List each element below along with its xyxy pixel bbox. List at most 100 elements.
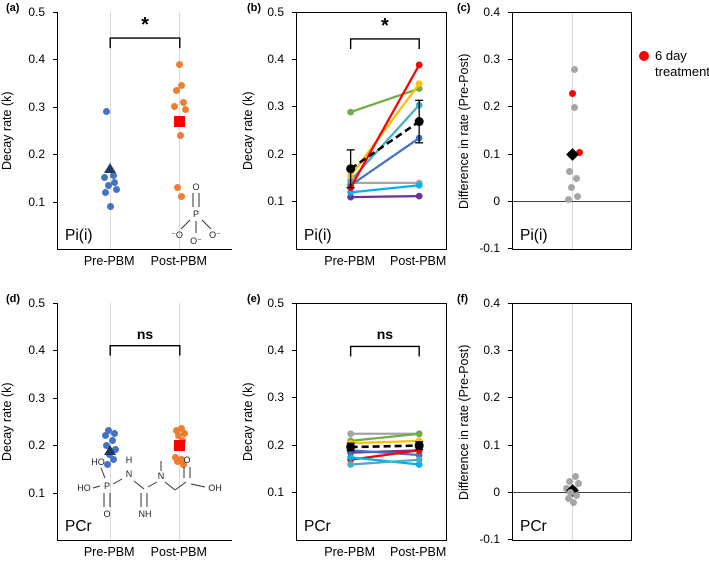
- y-tick-mark: [508, 59, 512, 61]
- panel-f: (f) Difference in rate (Pre-Post) 0.4 0.3…: [455, 288, 709, 578]
- gridline: [571, 304, 573, 540]
- plot-area: PCr ns HO HO P O H N NH N O OH: [57, 303, 232, 541]
- data-point: [103, 460, 111, 468]
- plot-canvas: [513, 13, 631, 249]
- significance-bracket: [109, 37, 181, 49]
- subject-line: [350, 137, 420, 187]
- y-axis-title: Decay rate (k): [0, 382, 14, 462]
- y-tick-mark: [508, 106, 512, 108]
- data-point: [565, 167, 573, 175]
- y-tick-label: 0.2: [483, 390, 500, 405]
- legend-label: 6 day treatment: [655, 48, 709, 80]
- plot-canvas: [346, 38, 424, 201]
- data-point: [562, 484, 570, 492]
- metabolite-label: PCr: [304, 518, 331, 535]
- y-axis-ticks: 0.5 0.4 0.3 0.2 0.1: [256, 296, 296, 541]
- bond: [92, 485, 101, 489]
- phosphate-structure-icon: O P ⁻O O⁻ O⁻: [171, 182, 221, 246]
- atom-label: P: [104, 481, 110, 491]
- x-axis-labels: Pre-PBM Post-PBM: [296, 545, 447, 565]
- panel-d: (d) Decay rate (k) 0.5 0.4 0.3 0.2 0.1 PCr n…: [0, 288, 245, 578]
- x-category-label: Post-PBM: [150, 254, 207, 268]
- gridline: [179, 303, 181, 540]
- y-tick-label: 0.3: [483, 343, 500, 358]
- atom-label: N: [158, 471, 165, 481]
- panel-letter: (d): [6, 293, 21, 305]
- x-category-label: Pre-PBM: [83, 254, 135, 268]
- subject-line: [349, 64, 421, 189]
- atom-label: HO: [91, 457, 105, 467]
- data-point: [178, 425, 186, 433]
- plot-canvas: [109, 37, 181, 49]
- data-point: [178, 455, 186, 463]
- plot-area: Pi(i) * O P ⁻O O⁻ O⁻: [57, 12, 232, 250]
- data-point: [104, 181, 112, 189]
- subject-point: [415, 80, 423, 88]
- y-tick-label: 0.5: [28, 296, 45, 310]
- y-tick-mark: [292, 153, 296, 155]
- y-tick-mark: [508, 539, 512, 540]
- data-point: [108, 436, 116, 444]
- subject-line: [350, 456, 420, 466]
- y-tick-label: 0.5: [267, 5, 284, 19]
- data-point: [180, 98, 188, 106]
- y-tick-mark: [292, 12, 296, 13]
- x-category-label: Pre-PBM: [83, 545, 135, 559]
- data-point: [569, 498, 577, 506]
- mean-marker-square: [174, 115, 186, 127]
- y-tick-label: 0.2: [28, 438, 45, 453]
- y-axis-ticks: 0.5 0.4 0.3 0.2 0.1: [17, 5, 57, 250]
- y-tick-mark: [508, 303, 512, 304]
- y-tick-mark: [53, 350, 57, 352]
- y-tick-mark: [508, 491, 512, 493]
- y-tick-mark: [53, 303, 57, 304]
- bond: [100, 467, 106, 479]
- y-tick-mark: [508, 397, 512, 399]
- y-tick-mark: [292, 350, 296, 352]
- bond: [190, 483, 206, 488]
- data-point: [575, 148, 583, 156]
- plot-canvas: [346, 345, 424, 468]
- metabolite-label: Pi(i): [65, 227, 93, 244]
- plot-area: Pi(i): [512, 12, 632, 250]
- y-tick-mark: [508, 248, 512, 249]
- gridline: [179, 12, 181, 249]
- data-point: [102, 108, 110, 116]
- y-tick-label: 0.2: [28, 147, 45, 162]
- bond: [147, 481, 158, 488]
- data-point: [176, 60, 184, 68]
- mean-point: [346, 164, 356, 174]
- data-point: [564, 196, 572, 204]
- data-point: [573, 192, 581, 200]
- x-category-label: Post-PBM: [390, 545, 447, 559]
- subject-point: [415, 451, 423, 459]
- y-tick-label: 0.4: [267, 52, 284, 67]
- panel-letter: (b): [247, 2, 262, 14]
- subject-point: [415, 192, 423, 200]
- mean-line: [350, 444, 420, 449]
- y-tick-mark: [53, 59, 57, 61]
- data-point: [110, 179, 118, 187]
- panel-a: (a) Decay rate (k) 0.5 0.4 0.3 0.2 0.1 Pi(i)…: [0, 0, 245, 289]
- x-category-label: Pre-PBM: [324, 545, 375, 559]
- atom-label: O: [183, 455, 190, 465]
- data-point: [101, 432, 109, 440]
- y-tick-label: 0.4: [483, 5, 500, 19]
- y-tick-label: 0.1: [483, 146, 500, 161]
- subject-point: [347, 193, 355, 201]
- data-point: [567, 184, 575, 192]
- y-tick-label: 0.3: [28, 390, 45, 405]
- subject-point: [347, 188, 355, 196]
- data-point: [572, 174, 580, 182]
- x-axis-labels: Pre-PBM Post-PBM: [57, 254, 232, 274]
- y-axis-ticks: 0.5 0.4 0.3 0.2 0.1: [17, 296, 57, 541]
- bond: [112, 478, 123, 485]
- data-point: [109, 172, 117, 180]
- data-point: [171, 103, 179, 111]
- data-point: [571, 472, 579, 480]
- subject-line: [350, 449, 420, 454]
- panel-letter: (c): [457, 2, 471, 14]
- subject-line: [350, 432, 420, 442]
- x-category-label: Post-PBM: [150, 545, 207, 559]
